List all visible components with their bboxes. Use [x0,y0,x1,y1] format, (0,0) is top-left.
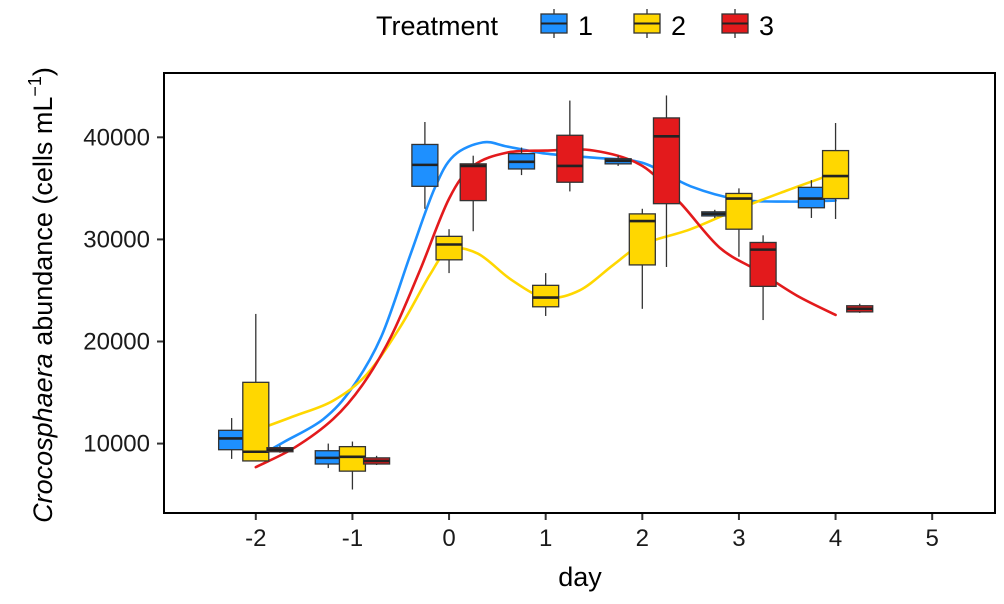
x-tick-label: 4 [829,525,842,552]
y-axis-title: Crocosphaera abundance (cells mL−1) [25,67,58,523]
boxplot-treatment-2 [242,313,270,462]
legend-entry-label: 1 [578,11,593,41]
y-axis-title-superscript: −1 [25,76,45,97]
boxplot-treatment-2 [338,441,367,490]
box [242,381,270,462]
legend: Treatment 1 2 3 [376,9,774,41]
legend-keys: 1 2 3 [540,9,774,41]
x-tick-label: 5 [926,525,939,552]
x-tick-label: 3 [732,525,745,552]
x-tick-label: 1 [539,525,552,552]
boxplot-treatment-2 [628,208,656,309]
ticks [157,136,934,520]
smooth-line-treatment-1 [254,140,837,460]
legend-title: Treatment [376,11,499,41]
boxplot-treatment-3 [846,303,874,313]
plot-panel-border [163,72,996,514]
legend-key-treatment-3: 3 [721,9,774,41]
x-tick-label: -1 [342,525,363,552]
boxplot-treatment-2 [435,229,463,274]
x-tick-label: 0 [442,525,455,552]
boxplot-treatment-3 [362,455,391,466]
boxplot-treatment-1 [604,155,632,166]
boxplot-treatment-3 [652,95,681,267]
box [821,149,850,200]
boxplot-treatment-2 [821,123,850,219]
legend-key-treatment-1: 1 [540,9,593,41]
smooth-line-treatment-2 [254,171,837,432]
y-tick-label: 20000 [83,328,150,355]
boxplot-treatment-3 [459,155,487,232]
box [532,284,560,308]
boxplot-treatment-2 [725,188,753,257]
x-tick-label: -2 [245,525,266,552]
boxplots [217,95,874,490]
smooth-lines [254,140,837,469]
boxplot-treatment-1 [217,418,246,459]
y-axis-title-rest: abundance (cells mL [28,97,58,354]
box [338,445,367,472]
x-tick-labels: -2 -1 0 1 2 3 4 5 [245,525,939,552]
box [556,134,584,183]
x-tick-label: 2 [636,525,649,552]
boxplot-treatment-1 [701,209,729,218]
legend-entry-label: 3 [759,11,774,41]
boxplot-treatment-1 [797,180,826,218]
boxplot-treatment-1 [507,147,536,176]
boxplot-treatment-2 [532,273,560,316]
box [628,213,656,266]
legend-entry-label: 2 [671,11,686,41]
boxplot-treatment-3 [556,100,584,192]
boxplot-treatment-1 [314,443,342,469]
boxplot-treatment-3 [266,445,294,453]
y-tick-label: 10000 [83,431,150,458]
box [652,117,681,205]
box [217,429,246,451]
x-axis-title: day [558,562,602,592]
y-tick-label: 40000 [83,124,150,151]
legend-key-treatment-2: 2 [633,9,686,41]
boxplot-treatment-1 [411,122,439,209]
box [459,163,487,202]
y-tick-label: 30000 [83,226,150,253]
smooth-line-treatment-3 [254,148,837,469]
y-axis-title-close: ) [28,67,58,76]
box [435,235,463,261]
y-tick-labels: 10000 20000 30000 40000 [83,124,150,457]
y-axis-title-italic: Crocosphaera [28,353,58,523]
boxplot-treatment-3 [749,235,777,321]
